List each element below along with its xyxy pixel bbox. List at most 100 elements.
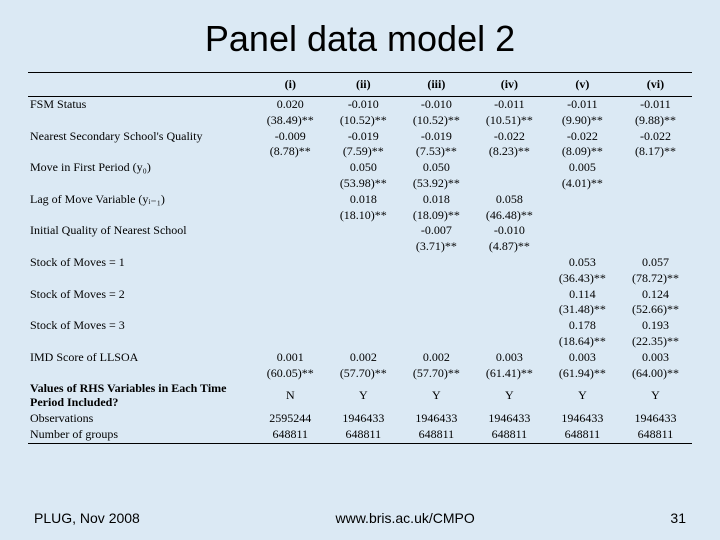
cell: 648811	[254, 427, 327, 443]
cell	[473, 334, 546, 350]
row-label	[28, 144, 254, 160]
table-row: (8.78)**(7.59)**(7.53)**(8.23)**(8.09)**…	[28, 144, 692, 160]
cell: -0.010	[327, 97, 400, 113]
cell: (64.00)**	[619, 366, 692, 382]
table-row: (18.64)**(22.35)**	[28, 334, 692, 350]
cell: 0.053	[546, 255, 619, 271]
cell: (36.43)**	[546, 271, 619, 287]
cell: 0.003	[619, 350, 692, 366]
table-row: Number of groups648811648811648811648811…	[28, 427, 692, 443]
row-label: Stock of Moves = 3	[28, 318, 254, 334]
cell: (7.53)**	[400, 144, 473, 160]
cell: (10.52)**	[400, 113, 473, 129]
cell: (22.35)**	[619, 334, 692, 350]
table-row: (38.49)**(10.52)**(10.52)**(10.51)**(9.9…	[28, 113, 692, 129]
cell	[619, 176, 692, 192]
cell: Y	[473, 381, 546, 411]
table-row: FSM Status0.020-0.010-0.010-0.011-0.011-…	[28, 97, 692, 113]
table-row: Move in First Period (y₀)0.0500.0500.005	[28, 160, 692, 176]
table-row: (36.43)**(78.72)**	[28, 271, 692, 287]
col-header: (vi)	[619, 73, 692, 97]
row-label	[28, 239, 254, 255]
cell: (4.87)**	[473, 239, 546, 255]
cell: 1946433	[400, 411, 473, 427]
table-row: (31.48)**(52.66)**	[28, 302, 692, 318]
table-row: Stock of Moves = 10.0530.057	[28, 255, 692, 271]
cell: 0.018	[327, 192, 400, 208]
cell: (57.70)**	[400, 366, 473, 382]
cell: 0.193	[619, 318, 692, 334]
cell	[546, 223, 619, 239]
table-header-row: (i)(ii)(iii)(iv)(v)(vi)	[28, 73, 692, 97]
cell: 0.058	[473, 192, 546, 208]
cell	[400, 318, 473, 334]
cell: 1946433	[546, 411, 619, 427]
cell: Y	[546, 381, 619, 411]
cell	[546, 192, 619, 208]
cell	[254, 208, 327, 224]
cell: (10.52)**	[327, 113, 400, 129]
cell: Y	[327, 381, 400, 411]
cell: -0.019	[327, 129, 400, 145]
table-row: Lag of Move Variable (yᵢ₋₁)0.0180.0180.0…	[28, 192, 692, 208]
cell: 0.018	[400, 192, 473, 208]
cell: (57.70)**	[327, 366, 400, 382]
cell	[619, 223, 692, 239]
cell: 648811	[400, 427, 473, 443]
cell: 648811	[327, 427, 400, 443]
cell	[254, 160, 327, 176]
table-row: IMD Score of LLSOA0.0010.0020.0020.0030.…	[28, 350, 692, 366]
cell: (10.51)**	[473, 113, 546, 129]
cell: (8.23)**	[473, 144, 546, 160]
cell	[327, 271, 400, 287]
cell: 2595244	[254, 411, 327, 427]
cell	[473, 271, 546, 287]
cell: 648811	[546, 427, 619, 443]
row-label	[28, 302, 254, 318]
cell: (9.90)**	[546, 113, 619, 129]
cell	[327, 255, 400, 271]
col-header: (i)	[254, 73, 327, 97]
table-row: Stock of Moves = 20.1140.124	[28, 287, 692, 303]
cell	[254, 318, 327, 334]
cell	[254, 239, 327, 255]
col-header-label	[28, 73, 254, 97]
cell: 0.114	[546, 287, 619, 303]
cell: -0.022	[619, 129, 692, 145]
cell: 0.005	[546, 160, 619, 176]
cell: 0.001	[254, 350, 327, 366]
cell: (52.66)**	[619, 302, 692, 318]
cell	[254, 176, 327, 192]
cell: -0.011	[473, 97, 546, 113]
cell: -0.022	[546, 129, 619, 145]
cell: (7.59)**	[327, 144, 400, 160]
cell	[473, 160, 546, 176]
table-row: Nearest Secondary School's Quality-0.009…	[28, 129, 692, 145]
row-label: Values of RHS Variables in Each Time Per…	[28, 381, 254, 411]
regression-table: (i)(ii)(iii)(iv)(v)(vi) FSM Status0.020-…	[28, 72, 692, 444]
cell: (46.48)**	[473, 208, 546, 224]
cell: 0.002	[400, 350, 473, 366]
cell: 0.003	[546, 350, 619, 366]
row-label: Stock of Moves = 1	[28, 255, 254, 271]
row-label: Initial Quality of Nearest School	[28, 223, 254, 239]
cell: -0.009	[254, 129, 327, 145]
cell	[254, 192, 327, 208]
cell: 0.003	[473, 350, 546, 366]
cell: (18.09)**	[400, 208, 473, 224]
row-label	[28, 334, 254, 350]
regression-table-container: (i)(ii)(iii)(iv)(v)(vi) FSM Status0.020-…	[28, 72, 692, 444]
row-label: Stock of Moves = 2	[28, 287, 254, 303]
cell: N	[254, 381, 327, 411]
cell: 0.050	[327, 160, 400, 176]
table-row: Observations2595244194643319464331946433…	[28, 411, 692, 427]
cell: 648811	[473, 427, 546, 443]
cell: 0.050	[400, 160, 473, 176]
table-body: FSM Status0.020-0.010-0.010-0.011-0.011-…	[28, 97, 692, 444]
cell	[327, 318, 400, 334]
cell: (8.78)**	[254, 144, 327, 160]
row-label: Lag of Move Variable (yᵢ₋₁)	[28, 192, 254, 208]
slide-footer: PLUG, Nov 2008 www.bris.ac.uk/CMPO 31	[0, 510, 720, 526]
table-row: Stock of Moves = 30.1780.193	[28, 318, 692, 334]
cell	[546, 239, 619, 255]
